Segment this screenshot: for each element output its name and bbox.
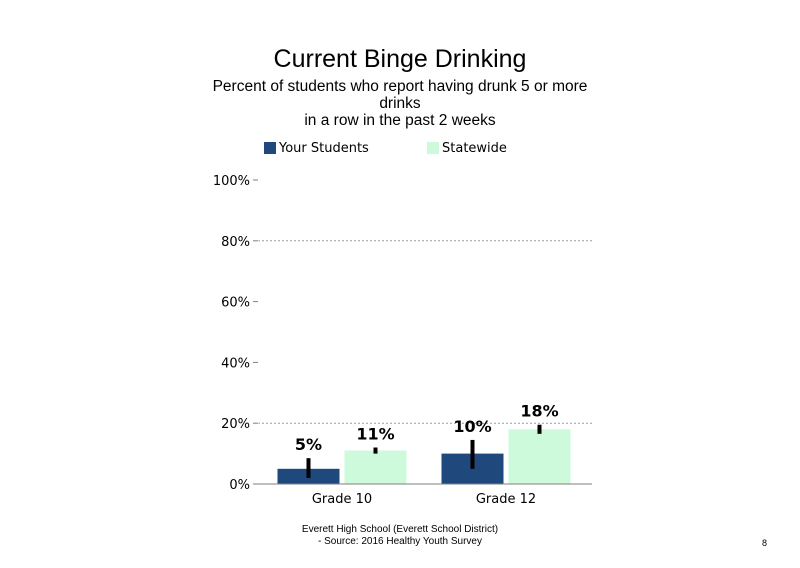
- footer-source: Everett High School (Everett School Dist…: [200, 524, 600, 548]
- legend-swatch-statewide: [427, 142, 439, 154]
- data-label: 11%: [356, 425, 394, 444]
- y-tick-label: 80%: [221, 235, 250, 250]
- footer-school: Everett High School (Everett School Dist…: [301, 524, 499, 535]
- data-label: 18%: [520, 402, 558, 421]
- page-number: 8: [762, 538, 768, 548]
- y-tick-label: 100%: [213, 174, 250, 189]
- legend-swatch-your-students: [264, 142, 276, 154]
- bar-statewide: [344, 450, 407, 484]
- legend-label-your-students: Your Students: [279, 140, 369, 156]
- y-tick-label: 60%: [221, 296, 250, 311]
- chart-legend: Your Students Statewide: [0, 139, 800, 159]
- chart-subtitle: Percent of students who report having dr…: [195, 78, 605, 129]
- y-tick-label: 20%: [221, 417, 250, 432]
- y-tick-label: 40%: [221, 356, 250, 371]
- y-axis-ticks: 0% 20% 40% 60% 80% 100%: [213, 174, 258, 493]
- bar-statewide: [508, 429, 571, 484]
- error-bars: [306, 424, 542, 478]
- subtitle-text: Percent of students who report having dr…: [212, 78, 588, 129]
- legend-label-statewide: Statewide: [442, 140, 507, 156]
- footer-source-line: - Source: 2016 Healthy Youth Survey: [318, 536, 482, 547]
- x-tick-label: Grade 12: [476, 492, 536, 507]
- data-labels: 5% 11% 10% 18%: [295, 402, 559, 454]
- gridlines: [258, 240, 592, 424]
- legend-item-statewide: Statewide: [427, 139, 507, 157]
- legend-item-your-students: Your Students: [264, 139, 369, 157]
- data-label: 5%: [295, 435, 322, 454]
- x-tick-label: Grade 10: [312, 492, 372, 507]
- y-tick-label: 0%: [229, 478, 250, 493]
- data-label: 10%: [453, 417, 491, 436]
- x-axis-ticks: Grade 10 Grade 12: [312, 492, 536, 507]
- chart-title: Current Binge Drinking: [273, 45, 527, 73]
